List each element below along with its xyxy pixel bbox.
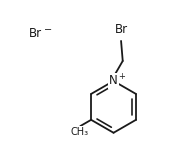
Text: +: + [118, 72, 125, 81]
Text: CH₃: CH₃ [70, 127, 89, 136]
Text: Br: Br [114, 23, 128, 36]
Text: Br: Br [29, 27, 42, 40]
Text: N: N [109, 74, 118, 88]
Text: −: − [44, 25, 52, 35]
